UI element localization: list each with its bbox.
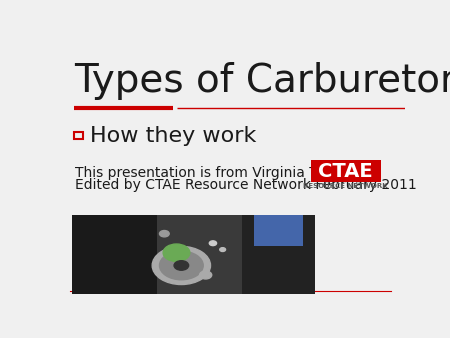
FancyBboxPatch shape [311,160,381,183]
Circle shape [220,248,225,251]
Polygon shape [254,215,303,246]
Text: Types of Carburetors: Types of Carburetors [74,62,450,100]
Text: RESOURCE NETWORK: RESOURCE NETWORK [303,183,388,189]
Circle shape [174,261,189,270]
Circle shape [200,271,212,279]
Text: This presentation is from Virginia Tech: This presentation is from Virginia Tech [76,166,341,180]
Circle shape [152,246,211,285]
Circle shape [163,244,190,262]
Circle shape [159,231,169,237]
Text: Edited by CTAE Resource Network February 2011: Edited by CTAE Resource Network February… [76,178,417,192]
Polygon shape [157,215,242,294]
Circle shape [159,251,203,280]
Polygon shape [242,215,315,294]
Bar [74,132,83,139]
Polygon shape [72,215,157,294]
Text: How they work: How they work [90,125,256,146]
Circle shape [209,241,216,246]
Text: CTAE: CTAE [319,162,373,181]
